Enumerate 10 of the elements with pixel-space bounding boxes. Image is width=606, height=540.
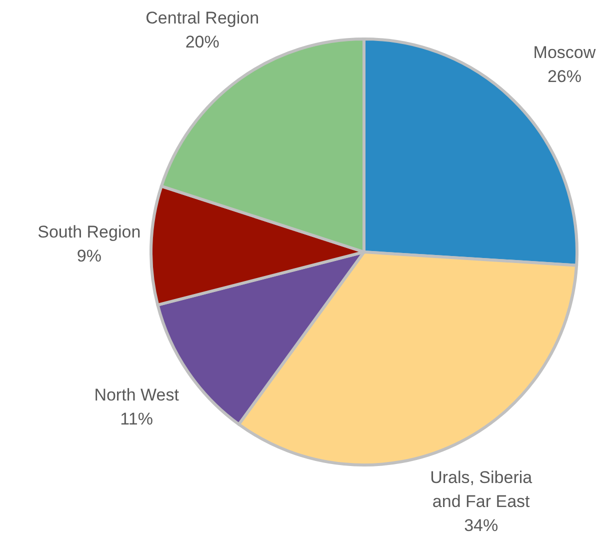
slice-label: North West (94, 386, 180, 405)
data-label: 34% (464, 516, 498, 535)
slice-label: Moscow (533, 42, 596, 62)
slice-label: South Region (38, 222, 141, 242)
data-label: 20% (185, 32, 220, 52)
slice-label: Urals, Siberia and Far East (430, 468, 533, 511)
data-label: 26% (547, 66, 582, 86)
data-label: 11% (120, 410, 153, 429)
slice-label: Central Region (146, 8, 260, 28)
data-label: 9% (76, 246, 102, 266)
